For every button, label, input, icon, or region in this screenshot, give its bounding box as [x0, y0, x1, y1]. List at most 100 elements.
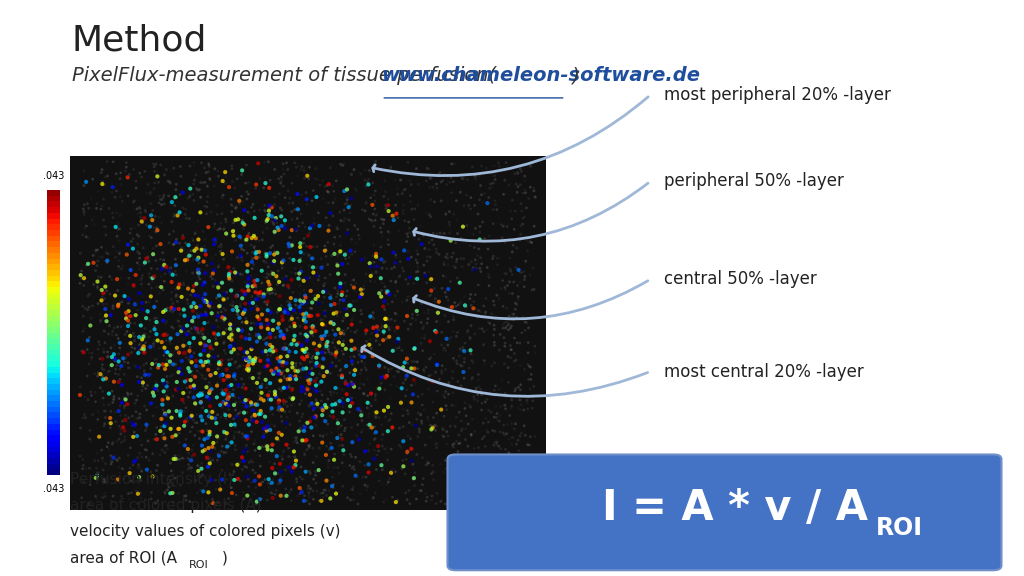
Point: [141, 269, 158, 278]
Bar: [47, 447, 60, 452]
Point: [393, 384, 410, 393]
Point: [160, 394, 176, 403]
Point: [470, 375, 486, 384]
Point: [472, 385, 488, 394]
Point: [304, 196, 321, 206]
Point: [89, 245, 105, 255]
Point: [227, 357, 244, 366]
Point: [152, 191, 168, 200]
Point: [286, 374, 302, 384]
Point: [88, 204, 104, 213]
Point: [246, 243, 262, 252]
Point: [476, 432, 493, 441]
Point: [432, 460, 449, 469]
Point: [212, 224, 228, 233]
Point: [279, 158, 295, 168]
Point: [181, 346, 198, 355]
Point: [477, 309, 494, 318]
Point: [297, 447, 313, 456]
Point: [197, 246, 213, 255]
Point: [270, 225, 287, 234]
Point: [358, 486, 375, 495]
Point: [82, 426, 98, 435]
Point: [183, 324, 200, 333]
Point: [449, 215, 465, 224]
Point: [490, 294, 507, 303]
Point: [316, 344, 333, 353]
Point: [357, 329, 374, 339]
Point: [331, 469, 347, 478]
Point: [72, 249, 88, 258]
Point: [213, 398, 229, 407]
Point: [345, 275, 361, 285]
Point: [522, 183, 539, 192]
Point: [127, 399, 143, 408]
Point: [325, 412, 341, 422]
Bar: [47, 207, 60, 213]
Point: [303, 423, 319, 432]
Point: [454, 426, 470, 435]
Point: [210, 434, 226, 443]
Point: [311, 496, 328, 505]
Point: [142, 369, 159, 378]
Point: [233, 374, 250, 384]
Point: [119, 400, 135, 409]
Point: [334, 259, 350, 268]
Point: [162, 177, 178, 187]
Point: [85, 410, 101, 419]
Point: [269, 354, 286, 363]
Point: [401, 418, 418, 427]
Point: [366, 191, 382, 200]
Point: [150, 363, 166, 372]
Point: [310, 275, 327, 285]
Point: [268, 449, 285, 458]
Point: [377, 385, 393, 395]
Point: [283, 496, 299, 505]
Point: [274, 165, 291, 175]
Point: [294, 382, 310, 392]
Point: [438, 405, 455, 414]
Point: [92, 354, 109, 363]
Point: [95, 465, 112, 475]
Point: [307, 412, 324, 421]
Point: [244, 257, 260, 267]
Point: [270, 435, 287, 445]
Point: [296, 491, 312, 500]
Point: [247, 281, 263, 290]
Point: [368, 327, 384, 336]
Point: [442, 334, 459, 343]
Point: [83, 194, 99, 203]
Point: [150, 336, 166, 345]
Point: [231, 313, 248, 323]
Point: [194, 416, 210, 425]
Point: [141, 222, 158, 232]
Point: [195, 281, 211, 290]
Point: [211, 451, 227, 460]
Point: [307, 471, 324, 480]
Point: [241, 359, 257, 369]
Point: [328, 350, 344, 359]
Point: [213, 292, 229, 301]
Point: [365, 313, 381, 323]
Point: [469, 251, 485, 260]
Point: [275, 334, 292, 343]
Text: ): ): [222, 550, 228, 565]
Point: [258, 424, 274, 433]
Point: [155, 285, 171, 294]
Point: [425, 413, 441, 422]
Point: [177, 328, 194, 337]
Point: [401, 292, 418, 301]
Point: [120, 240, 136, 249]
Point: [152, 213, 168, 222]
Point: [106, 356, 123, 365]
Point: [418, 489, 434, 498]
Point: [250, 294, 266, 304]
Point: [129, 306, 145, 315]
Point: [259, 495, 275, 505]
Point: [250, 305, 266, 314]
Point: [161, 407, 177, 416]
Point: [484, 426, 501, 435]
Point: [259, 315, 275, 324]
Point: [275, 256, 292, 265]
Point: [210, 329, 226, 339]
